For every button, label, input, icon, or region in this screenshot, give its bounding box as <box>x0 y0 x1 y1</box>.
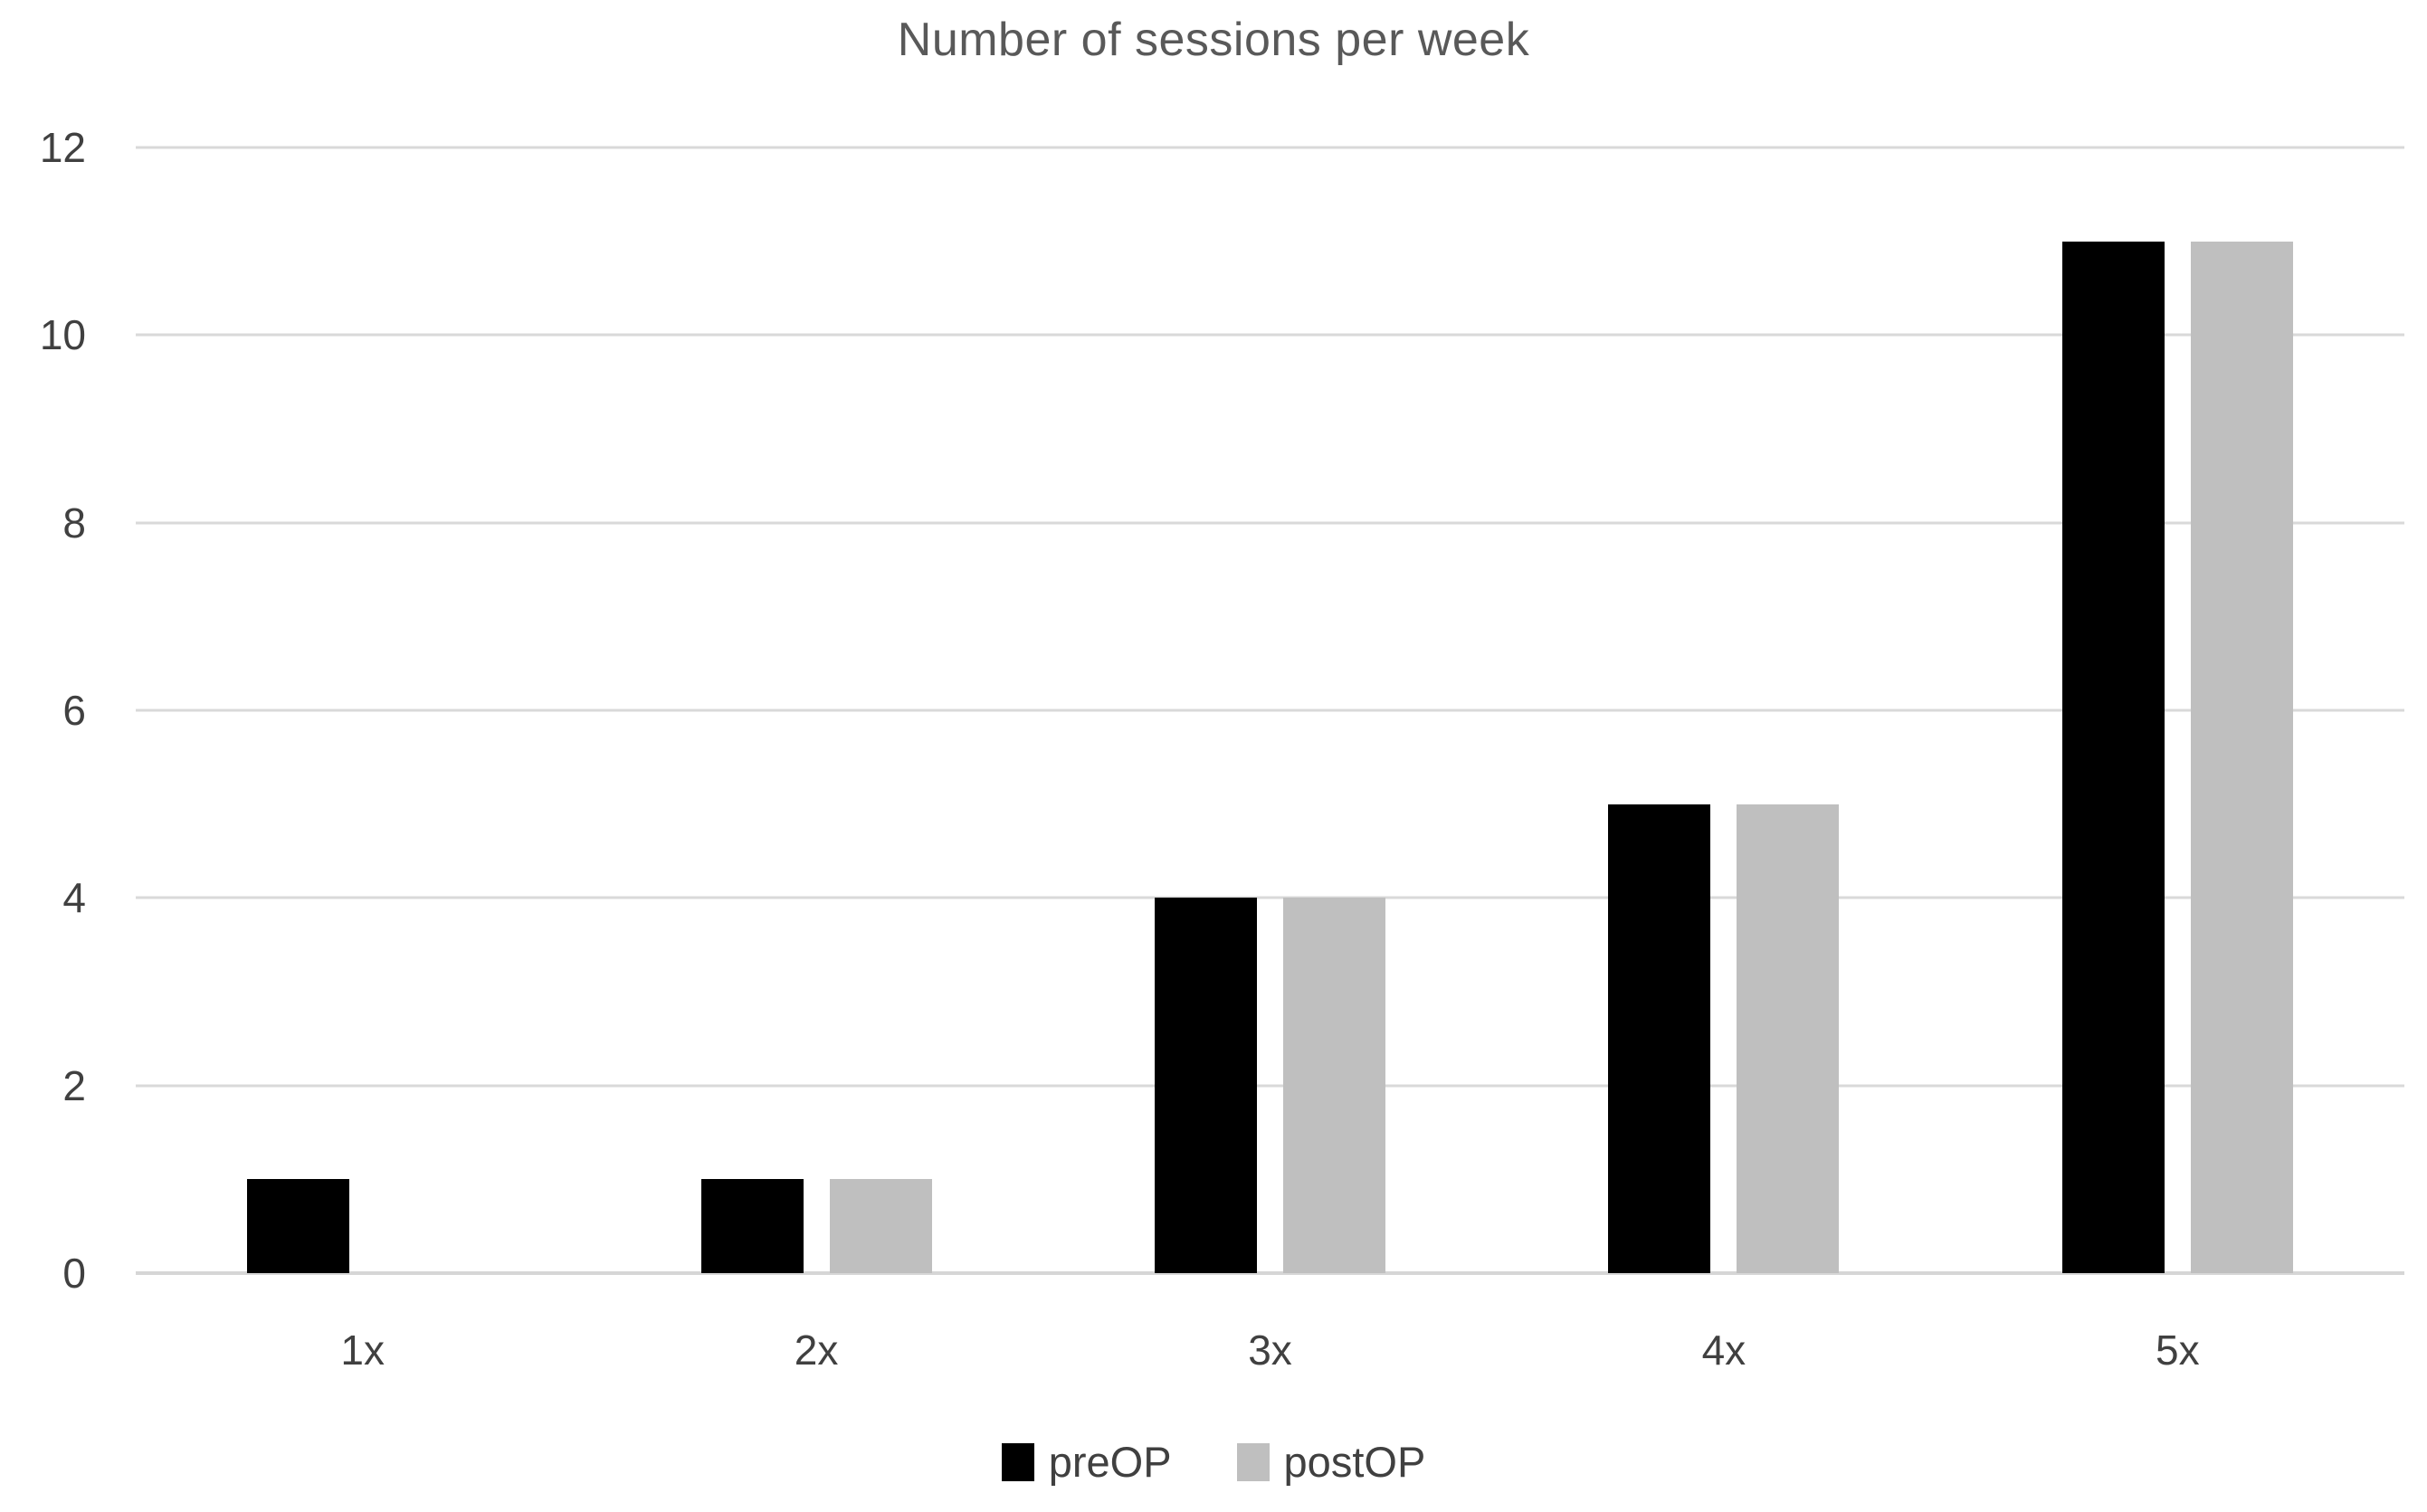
gridlines-layer <box>136 146 2404 1275</box>
legend-swatch-postop <box>1236 1442 1270 1481</box>
x-category-label-4x: 4x <box>1701 1327 1746 1374</box>
bar-preop-5x <box>2061 241 2165 1273</box>
y-tick-label-12: 12 <box>39 124 86 171</box>
bar-postop-4x <box>1737 804 1840 1273</box>
x-category-label-2x: 2x <box>794 1327 839 1374</box>
bars-layer <box>136 147 2404 1273</box>
bar-postop-3x <box>1282 898 1385 1273</box>
bar-postop-5x <box>2190 241 2293 1273</box>
legend-label-preop: preOP <box>1048 1438 1172 1486</box>
x-category-label-3x: 3x <box>1248 1327 1292 1374</box>
legend-item-preop: preOP <box>1001 1437 1172 1487</box>
category-group-1x <box>136 147 589 1273</box>
legend-label-postop: postOP <box>1283 1438 1426 1486</box>
bar-preop-4x <box>1608 804 1711 1273</box>
bar-preop-1x <box>247 1179 350 1273</box>
x-category-label-1x: 1x <box>340 1327 385 1374</box>
x-category-label-5x: 5x <box>2156 1327 2200 1374</box>
bar-postop-2x <box>829 1179 932 1273</box>
y-tick-label-2: 2 <box>62 1061 86 1109</box>
gridline-6 <box>136 708 2404 712</box>
category-group-2x <box>589 147 1042 1273</box>
y-tick-label-10: 10 <box>39 311 86 359</box>
category-group-3x <box>1043 147 1497 1273</box>
gridline-4 <box>136 896 2404 899</box>
legend: preOP postOP <box>0 1437 2427 1487</box>
gridline-12 <box>136 146 2404 149</box>
y-tick-label-8: 8 <box>62 499 86 547</box>
y-tick-label-6: 6 <box>62 687 86 734</box>
gridline-8 <box>136 521 2404 525</box>
y-tick-label-4: 4 <box>62 874 86 922</box>
category-group-4x <box>1497 147 1950 1273</box>
gridline-10 <box>136 333 2404 337</box>
legend-item-postop: postOP <box>1236 1437 1426 1487</box>
legend-swatch-preop <box>1001 1442 1034 1481</box>
y-tick-label-0: 0 <box>62 1250 86 1297</box>
category-group-5x <box>1951 147 2404 1273</box>
gridline-0 <box>136 1271 2404 1275</box>
gridline-2 <box>136 1084 2404 1088</box>
chart-title: Number of sessions per week <box>897 14 1530 66</box>
bar-preop-2x <box>700 1179 804 1273</box>
bar-preop-3x <box>1154 898 1257 1273</box>
plot-area <box>136 146 2404 1275</box>
